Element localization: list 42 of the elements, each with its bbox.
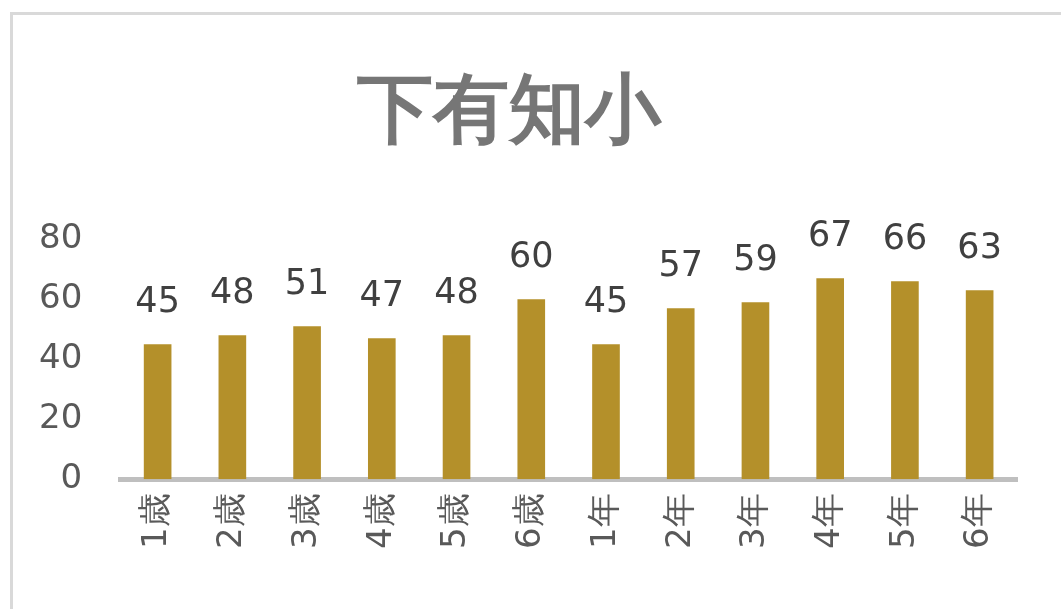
x-tick-label: 1年 [582,493,623,550]
bar [666,308,695,480]
data-label: 51 [284,261,330,302]
y-tick-label: 60 [39,276,83,317]
data-label: 60 [508,234,554,275]
data-label: 45 [583,279,629,320]
x-tick-label: 4年 [807,493,848,550]
x-tick-label: 4歳 [358,493,399,550]
bar [965,290,994,480]
data-label: 47 [359,273,405,314]
data-label: 57 [658,243,703,284]
bar [367,338,396,480]
data-label: 66 [882,216,928,257]
data-label: 63 [957,225,1002,266]
data-label: 59 [733,237,778,278]
bar [816,278,845,480]
x-tick-label: 5年 [881,493,922,550]
y-tick-label: 0 [60,456,83,497]
y-tick-label: 40 [39,336,83,377]
bar [592,344,620,480]
data-label: 67 [807,213,853,254]
bar [293,326,321,480]
x-tick-label: 2年 [657,493,698,550]
x-tick-label: 2歳 [209,493,250,550]
bar [741,302,770,480]
y-tick-label: 20 [39,396,83,437]
data-label: 48 [210,270,255,311]
bar [442,335,471,480]
x-tick-label: 6年 [956,493,997,550]
y-tick-label: 80 [39,216,83,257]
x-tick-label: 5歳 [433,493,474,550]
bar [891,281,919,480]
chart-title: 下有知小 [357,64,663,154]
x-tick-label: 3歳 [283,493,324,550]
data-label: 45 [135,279,180,320]
bar [517,299,546,480]
x-tick-label: 1歳 [134,493,175,550]
bar [218,335,247,480]
bar [143,344,172,480]
data-label: 48 [434,270,479,311]
x-tick-label: 6歳 [508,493,549,550]
x-tick-label: 3年 [732,493,773,550]
